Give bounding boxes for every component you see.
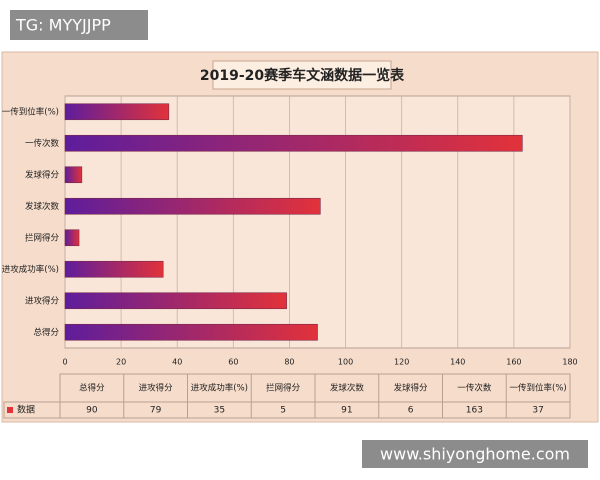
table-header: 一传到位率(%) (510, 383, 567, 394)
table-value: 163 (466, 406, 483, 416)
x-tick-label: 40 (172, 358, 182, 367)
title-box (212, 60, 392, 90)
table-header: 进攻得分 (139, 383, 174, 394)
table-header: 总得分 (79, 383, 105, 394)
watermark-box (10, 10, 148, 40)
table-value: 5 (280, 406, 286, 416)
table-value: 90 (86, 406, 98, 416)
table-value: 37 (532, 406, 543, 416)
legend-label: 数据 (17, 404, 35, 416)
table-header: 拦网得分 (266, 383, 301, 394)
x-tick-label: 60 (228, 358, 238, 367)
y-tick-label: 进攻成功率(%) (2, 264, 59, 275)
y-tick-label: 发球得分 (25, 169, 60, 180)
table-header: 一传次数 (457, 383, 492, 394)
legend-key (7, 407, 13, 413)
x-tick-label: 180 (562, 358, 577, 367)
table-header: 发球得分 (394, 383, 429, 394)
bar (64, 323, 318, 341)
x-tick-label: 120 (394, 358, 409, 367)
x-tick-label: 160 (506, 358, 521, 367)
table-value: 91 (341, 406, 352, 416)
x-tick-label: 100 (338, 358, 353, 367)
y-tick-label: 一传到位率(%) (2, 106, 59, 117)
table-value: 35 (214, 406, 225, 416)
table-value: 79 (150, 406, 162, 416)
watermark: www.shiyonghome.com (380, 445, 570, 464)
y-tick-label: 总得分 (33, 327, 59, 338)
chart: 0 20 40 60 80 100 120 140 160 180总得分进攻得分进攻成功率(%)拦… (2, 95, 578, 419)
chart-title: 2019-20赛季车文涵数据一览表 (200, 67, 405, 84)
x-tick-label: 80 (284, 358, 294, 367)
x-tick-label: 0 (62, 358, 67, 367)
bar (64, 103, 170, 121)
y-tick-label: 进攻得分 (25, 295, 60, 306)
bar (64, 260, 164, 278)
watermark: TG: MYYJJPP (15, 16, 111, 35)
y-tick-label: 发球次数 (25, 201, 60, 212)
table-header: 发球次数 (330, 383, 365, 394)
x-tick-label: 140 (450, 358, 465, 367)
bar (64, 292, 287, 310)
y-tick-label: 一传次数 (25, 138, 60, 149)
y-tick-label: 拦网得分 (25, 232, 60, 243)
bar (64, 134, 523, 152)
bar (64, 229, 80, 247)
table-header: 进攻成功率(%) (191, 383, 248, 394)
table-value: 6 (408, 406, 414, 416)
plot-area (64, 95, 571, 349)
bar (64, 197, 321, 215)
x-tick-label: 20 (116, 358, 126, 367)
watermark-box (362, 440, 588, 468)
bar (64, 166, 83, 184)
